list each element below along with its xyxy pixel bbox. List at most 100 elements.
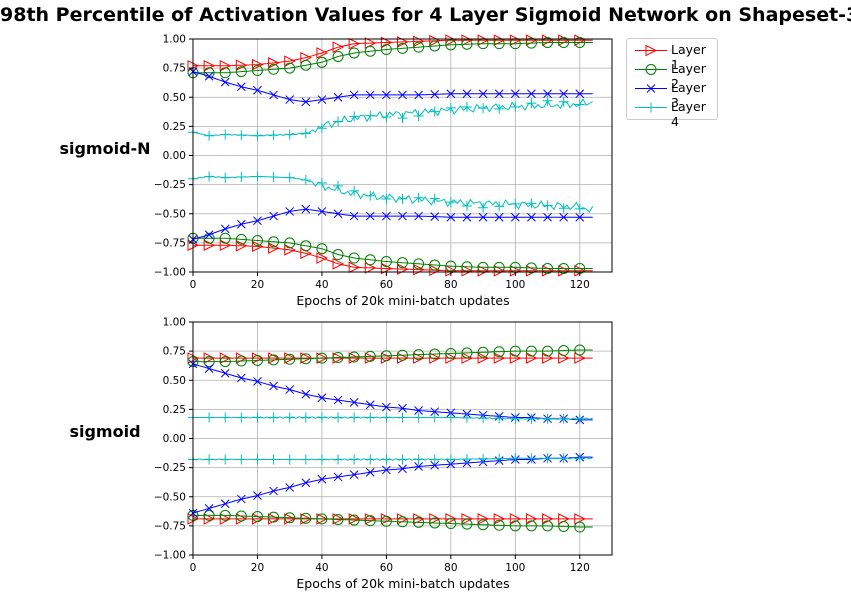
data-point-layer-3 bbox=[527, 212, 536, 222]
data-point-layer-2 bbox=[558, 263, 570, 275]
plot-panel-1: 0 20 40 60 80 100 120 −1.00 −0.75 −0.50 −0.25 0.00 0… bbox=[154, 34, 613, 308]
data-point-layer-2 bbox=[397, 349, 408, 361]
data-point-layer-2 bbox=[203, 356, 215, 368]
data-point-layer-2 bbox=[284, 62, 296, 74]
data-point-layer-3 bbox=[220, 499, 230, 509]
data-point-layer-2 bbox=[316, 243, 328, 255]
data-point-layer-1 bbox=[413, 513, 425, 525]
data-point-layer-3 bbox=[365, 467, 375, 477]
y-tick-label: 0.75 bbox=[163, 346, 186, 358]
x-tick-label: 120 bbox=[570, 279, 590, 291]
data-point-layer-4 bbox=[478, 103, 489, 114]
data-point-layer-4 bbox=[478, 202, 489, 213]
data-point-layer-3 bbox=[478, 89, 488, 99]
data-point-layer-2 bbox=[332, 249, 344, 261]
data-point-layer-2 bbox=[316, 352, 328, 364]
data-point-layer-3 bbox=[285, 385, 295, 394]
data-point-layer-4 bbox=[542, 413, 553, 424]
data-point-layer-3 bbox=[365, 211, 375, 221]
data-point-layer-2 bbox=[380, 515, 392, 527]
data-point-layer-2 bbox=[348, 252, 360, 264]
data-point-layer-2 bbox=[397, 42, 408, 54]
data-point-layer-2 bbox=[300, 353, 312, 365]
data-point-layer-1 bbox=[509, 34, 522, 46]
data-point-layer-2 bbox=[300, 240, 312, 252]
data-point-layer-2 bbox=[525, 345, 537, 357]
data-point-layer-4 bbox=[284, 172, 295, 183]
x-tick-label: 120 bbox=[570, 562, 590, 574]
legend-marker-layer-1 bbox=[645, 44, 658, 57]
data-point-layer-1 bbox=[332, 258, 345, 270]
y-tick-label: 0.25 bbox=[163, 404, 186, 416]
data-point-layer-4 bbox=[365, 190, 376, 201]
data-point-layer-4 bbox=[461, 454, 472, 465]
data-point-layer-2 bbox=[542, 520, 554, 532]
data-point-layer-1 bbox=[203, 513, 216, 525]
data-point-layer-4 bbox=[349, 412, 360, 423]
data-point-layer-4 bbox=[220, 129, 231, 140]
legend-label-layer-3: Layer 3 bbox=[671, 80, 706, 110]
data-point-layer-4 bbox=[316, 454, 327, 465]
data-point-layer-1 bbox=[477, 513, 490, 525]
legend-marker-layer-2 bbox=[635, 64, 667, 75]
data-point-layer-2 bbox=[558, 345, 570, 357]
data-point-layer-2 bbox=[203, 509, 215, 521]
data-point-layer-3 bbox=[220, 77, 230, 87]
data-point-layer-2 bbox=[542, 345, 554, 357]
y-tick-label: 0.50 bbox=[163, 92, 186, 104]
data-point-layer-4 bbox=[268, 172, 279, 183]
data-point-layer-3 bbox=[349, 470, 359, 479]
data-point-layer-1 bbox=[445, 513, 457, 525]
data-point-layer-2 bbox=[203, 67, 215, 79]
data-point-layer-4 bbox=[220, 172, 231, 183]
data-point-layer-3 bbox=[414, 90, 423, 100]
data-point-layer-3 bbox=[543, 89, 552, 99]
data-point-layer-4 bbox=[204, 171, 215, 182]
data-point-layer-2 bbox=[429, 259, 441, 271]
data-point-layer-4 bbox=[494, 413, 505, 424]
y-tick-label: −0.75 bbox=[154, 237, 186, 249]
data-point-layer-4 bbox=[461, 201, 472, 212]
data-point-layer-2 bbox=[364, 515, 376, 527]
data-point-layer-2 bbox=[284, 512, 296, 524]
data-point-layer-3 bbox=[236, 219, 246, 229]
data-point-layer-4 bbox=[558, 453, 569, 464]
data-point-layer-4 bbox=[445, 454, 456, 465]
data-point-layer-4 bbox=[236, 454, 247, 465]
series-layer-3 bbox=[188, 67, 593, 244]
data-point-layer-4 bbox=[284, 129, 295, 140]
data-point-layer-1 bbox=[316, 47, 329, 59]
data-point-layer-2 bbox=[525, 37, 537, 49]
series-layer-2 bbox=[187, 344, 593, 533]
data-point-layer-2 bbox=[397, 257, 408, 269]
data-point-layer-1 bbox=[219, 59, 232, 72]
data-point-layer-2 bbox=[364, 45, 376, 57]
data-point-layer-1 bbox=[284, 55, 296, 67]
data-point-layer-2 bbox=[413, 349, 425, 361]
data-point-layer-4 bbox=[413, 412, 424, 423]
data-point-layer-1 bbox=[380, 36, 393, 49]
data-point-layer-3 bbox=[494, 89, 504, 99]
data-point-layer-3 bbox=[382, 211, 391, 221]
data-point-layer-2 bbox=[316, 513, 328, 525]
data-point-layer-1 bbox=[493, 34, 506, 46]
data-point-layer-2 bbox=[268, 236, 280, 248]
data-point-layer-3 bbox=[349, 398, 359, 407]
data-point-layer-3 bbox=[559, 89, 569, 99]
data-point-layer-2 bbox=[461, 347, 473, 359]
data-point-layer-3 bbox=[543, 212, 552, 222]
data-point-layer-4 bbox=[300, 454, 311, 465]
data-point-layer-3 bbox=[317, 393, 327, 403]
x-tick-label: 80 bbox=[444, 562, 457, 574]
data-point-layer-1 bbox=[445, 34, 457, 46]
data-point-layer-3 bbox=[414, 406, 423, 415]
data-point-layer-2 bbox=[300, 59, 312, 71]
legend-marker-layer-1 bbox=[635, 44, 667, 57]
data-point-layer-1 bbox=[364, 262, 377, 274]
x-tick-label: 60 bbox=[380, 279, 393, 291]
data-point-layer-4 bbox=[526, 98, 537, 109]
data-point-layer-4 bbox=[381, 193, 392, 204]
data-point-layer-3 bbox=[317, 474, 327, 484]
data-point-layer-2 bbox=[348, 514, 360, 526]
